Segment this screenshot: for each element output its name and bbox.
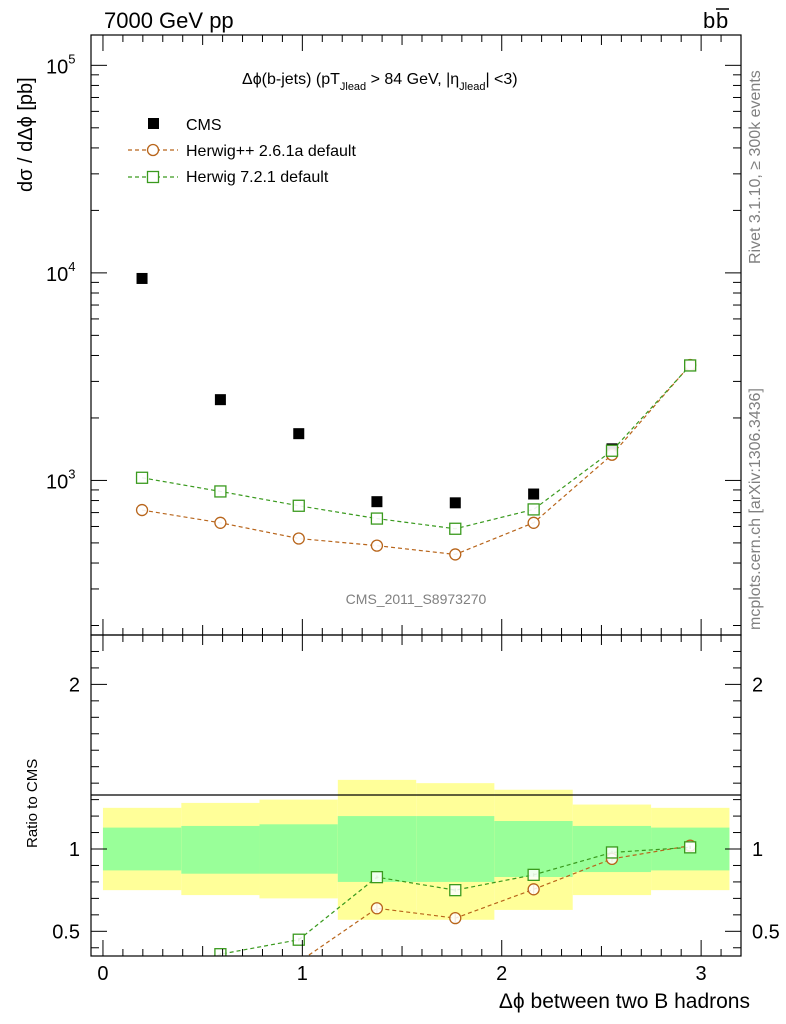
legend-herwigpp-label: Herwig++ 2.6.1a default	[186, 143, 356, 160]
ratio-band-green	[102, 827, 182, 871]
herwig7-point	[370, 512, 384, 525]
ratio-herwigpp-point	[449, 911, 462, 925]
ratio-band-green	[416, 816, 495, 882]
ratio-herwig7-point	[214, 948, 227, 956]
ratio-band-green	[259, 824, 338, 874]
ratio-band-green	[181, 825, 260, 874]
header-energy-label: 7000 GeV pp	[104, 8, 234, 33]
main-y-tick-label-0: 105	[46, 51, 75, 78]
legend-herwig7-marker	[146, 170, 160, 184]
legend: CMS Herwig++ 2.6.1a default Herwig 7.2.1…	[128, 117, 356, 186]
main-line-herwigpp	[141, 364, 691, 556]
header-process-label: b b	[703, 8, 729, 33]
ratio-herwigpp-point	[215, 966, 226, 977]
ratio-herwig7-point	[137, 990, 148, 1001]
ratio-tick-labels: 0.5 0.5 1 1 2 2 0 1 2 3	[52, 674, 780, 985]
ratio-y-axis-label: Ratio to CMS	[24, 759, 41, 848]
ratio-herwig7-point	[527, 868, 540, 881]
header-process-bbar: b	[716, 8, 728, 33]
cms-point	[371, 496, 383, 508]
legend-herwigpp-marker	[146, 143, 160, 157]
title-part-pre: Δϕ(b-jets) (pT	[242, 71, 340, 88]
herwigpp-point	[135, 503, 149, 517]
ratio-uncertainty-bands	[102, 779, 730, 920]
title-part-mid: > 84 GeV, |η	[366, 71, 459, 88]
cms-point	[528, 488, 540, 500]
herwig7-point	[684, 359, 697, 372]
herwigpp-point	[214, 516, 227, 529]
herwig7-point	[292, 499, 305, 512]
herwig7-point	[605, 444, 619, 457]
herwig7-point	[135, 471, 149, 484]
main-y-tick-exp: 4	[68, 259, 75, 274]
title-sub-1: Jlead	[340, 81, 366, 93]
main-y-axis-label: dσ / dΔϕ [pb]	[15, 77, 37, 192]
main-y-tick-label-1: 104	[46, 259, 75, 286]
ratio-axis-ticks	[91, 634, 742, 956]
x-tick-label: 0	[97, 963, 108, 985]
ratio-y-tick-label-left: 1	[69, 839, 80, 861]
ratio-herwig7-point	[370, 870, 384, 884]
rivet-version-label: Rivet 3.1.10, ≥ 300k events	[747, 70, 764, 264]
cms-point	[449, 497, 461, 509]
legend-cms-label: CMS	[186, 117, 222, 134]
main-y-tick-base: 10	[46, 56, 68, 78]
main-y-tick-exp: 5	[68, 51, 75, 66]
ratio-herwigpp-point	[527, 883, 540, 896]
ratio-y-tick-label-left: 2	[69, 674, 80, 696]
main-plot-title: Δϕ(b-jets) (pTJlead > 84 GeV, |ηJlead| <…	[242, 71, 518, 93]
cms-point	[214, 394, 226, 406]
ratio-herwig7-point	[684, 841, 697, 854]
herwigpp-point	[527, 516, 540, 529]
main-data-layer	[135, 272, 697, 561]
ratio-band-green	[337, 816, 417, 882]
main-y-tick-base: 10	[46, 264, 68, 286]
ratio-herwig7-point	[605, 846, 619, 859]
main-y-tick-exp: 3	[68, 466, 75, 481]
herwigpp-point	[292, 532, 305, 545]
ratio-data-layer	[137, 839, 697, 1006]
herwig7-point	[214, 485, 227, 498]
herwigpp-point	[370, 539, 384, 552]
main-y-tick-base: 10	[46, 471, 68, 493]
header-process-b: b	[703, 8, 715, 33]
title-sub-2: Jlead	[459, 81, 485, 93]
ratio-line-herwig7	[215, 846, 691, 956]
ratio-y-tick-label-right: 1	[752, 839, 763, 861]
ratio-y-tick-label-left: 0.5	[52, 921, 80, 943]
x-tick-label: 2	[496, 963, 507, 985]
ratio-y-tick-label-right: 2	[752, 674, 763, 696]
herwig7-point	[527, 503, 540, 516]
analysis-id-label: CMS_2011_S8973270	[346, 591, 487, 607]
cms-point	[136, 272, 148, 284]
x-axis-label: Δϕ between two B hadrons	[499, 990, 750, 1013]
ratio-herwigpp-point	[137, 995, 148, 1006]
cms-point	[293, 428, 305, 440]
main-y-tick-label-2: 103	[46, 466, 75, 493]
herwig7-point	[449, 522, 462, 535]
main-axis-ticks	[91, 35, 742, 635]
mcplots-label: mcplots.cern.ch [arXiv:1306.3436]	[747, 388, 764, 630]
main-line-herwig7	[141, 365, 691, 530]
ratio-herwig7-point	[449, 884, 462, 897]
ratio-line-herwigpp	[306, 845, 691, 956]
title-part-post: | <3)	[485, 71, 517, 88]
x-tick-label: 3	[696, 963, 707, 985]
ratio-herwig7-point	[292, 933, 305, 946]
ratio-series-group	[137, 839, 697, 1006]
legend-herwig7-label: Herwig 7.2.1 default	[186, 169, 329, 186]
legend-cms-marker	[148, 118, 159, 129]
ratio-herwigpp-point	[370, 902, 384, 915]
ratio-band-green	[494, 821, 573, 877]
ratio-y-tick-label-right: 0.5	[752, 921, 780, 943]
ratio-plot-frame	[90, 634, 742, 957]
x-tick-label: 1	[297, 963, 308, 985]
herwigpp-point	[449, 548, 462, 561]
